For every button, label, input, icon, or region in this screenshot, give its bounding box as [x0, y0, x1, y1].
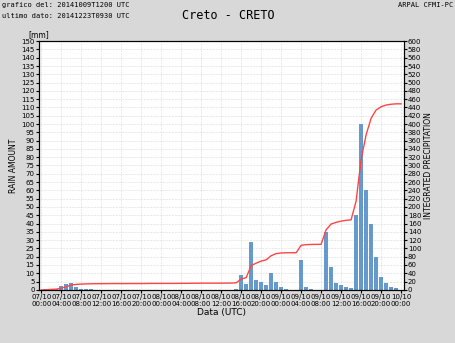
Bar: [328, 267, 333, 290]
Bar: [363, 190, 368, 290]
X-axis label: Data (UTC): Data (UTC): [196, 308, 245, 317]
Text: Creto - CRETO: Creto - CRETO: [181, 9, 274, 22]
Text: ARPAL CFMI-PC: ARPAL CFMI-PC: [398, 2, 453, 8]
Y-axis label: RAIN AMOUNT: RAIN AMOUNT: [9, 138, 18, 193]
Bar: [348, 288, 353, 290]
Bar: [283, 289, 288, 290]
Bar: [393, 288, 397, 290]
Y-axis label: INTEGRATED PRECIPITATION: INTEGRATED PRECIPITATION: [423, 112, 432, 219]
Bar: [373, 257, 378, 290]
Bar: [343, 286, 348, 290]
Bar: [49, 288, 53, 290]
Bar: [323, 232, 328, 290]
Bar: [298, 260, 303, 290]
Bar: [353, 215, 358, 290]
Text: ultimo dato: 20141223T0930 UTC: ultimo dato: 20141223T0930 UTC: [2, 13, 130, 19]
Bar: [258, 282, 263, 290]
Bar: [54, 289, 58, 290]
Bar: [278, 287, 283, 290]
Bar: [238, 275, 243, 290]
Bar: [368, 224, 373, 290]
Bar: [243, 284, 248, 290]
Bar: [378, 276, 383, 290]
Bar: [303, 287, 308, 290]
Bar: [248, 242, 253, 290]
Bar: [64, 284, 68, 290]
Bar: [89, 289, 93, 290]
Bar: [74, 287, 78, 290]
Bar: [388, 286, 393, 290]
Bar: [59, 286, 63, 290]
Bar: [308, 289, 313, 290]
Bar: [333, 283, 338, 290]
Bar: [268, 273, 273, 290]
Bar: [233, 289, 238, 290]
Bar: [84, 289, 88, 290]
Bar: [358, 124, 363, 290]
Text: grafico del: 20141009T1200 UTC: grafico del: 20141009T1200 UTC: [2, 2, 130, 8]
Bar: [79, 288, 83, 290]
Bar: [44, 289, 48, 290]
Bar: [263, 285, 268, 290]
Bar: [383, 283, 388, 290]
Bar: [273, 282, 278, 290]
Bar: [253, 280, 258, 290]
Bar: [69, 283, 73, 290]
Text: [mm]: [mm]: [28, 30, 49, 39]
Bar: [338, 285, 343, 290]
